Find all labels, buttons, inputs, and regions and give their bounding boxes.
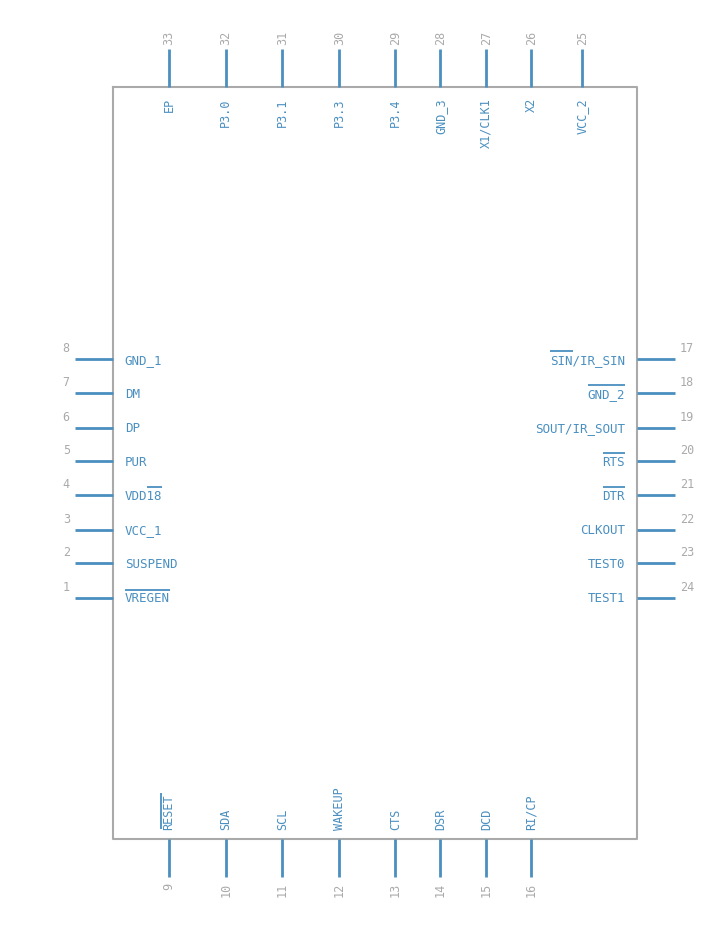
Text: 8: 8 [63, 342, 70, 355]
Text: 12: 12 [333, 882, 346, 896]
Text: CLKOUT: CLKOUT [580, 524, 625, 537]
Text: 21: 21 [680, 478, 695, 491]
Text: 6: 6 [63, 411, 70, 424]
Text: GND_3: GND_3 [434, 98, 447, 133]
Text: 29: 29 [389, 31, 402, 45]
Text: 4: 4 [63, 478, 70, 491]
Text: 17: 17 [680, 342, 695, 355]
Text: 32: 32 [219, 31, 232, 45]
Text: VDD18: VDD18 [124, 489, 162, 502]
Text: GND_2: GND_2 [587, 387, 625, 400]
Text: VREGEN: VREGEN [124, 591, 170, 604]
Text: SOUT/IR_SOUT: SOUT/IR_SOUT [535, 422, 625, 435]
Text: 16: 16 [525, 882, 538, 896]
Text: 20: 20 [680, 444, 695, 457]
Text: 22: 22 [680, 513, 695, 526]
Text: PUR: PUR [124, 455, 147, 468]
Text: SDA: SDA [219, 807, 232, 829]
Text: 5: 5 [63, 444, 70, 457]
Text: RESET: RESET [162, 794, 175, 829]
Text: EP: EP [162, 98, 175, 112]
Text: 14: 14 [434, 882, 447, 896]
Text: SUSPEND: SUSPEND [124, 557, 178, 570]
Text: P3.3: P3.3 [333, 98, 346, 126]
Text: P3.4: P3.4 [389, 98, 402, 126]
Text: 1: 1 [63, 580, 70, 593]
Text: DSR: DSR [434, 807, 447, 829]
Text: 24: 24 [680, 580, 695, 593]
Text: VCC_1: VCC_1 [124, 524, 162, 537]
Text: 23: 23 [680, 546, 695, 559]
Text: VCC_2: VCC_2 [576, 98, 589, 133]
Text: 13: 13 [389, 882, 402, 896]
Text: RTS: RTS [603, 455, 625, 468]
Text: DM: DM [124, 387, 140, 400]
Text: SCL: SCL [276, 807, 289, 829]
Text: 9: 9 [162, 882, 175, 889]
Text: X1/CLK1: X1/CLK1 [480, 98, 493, 148]
Text: WAKEUP: WAKEUP [333, 786, 346, 829]
Text: TEST1: TEST1 [587, 591, 625, 604]
Text: 10: 10 [219, 882, 232, 896]
Text: TEST0: TEST0 [587, 557, 625, 570]
Text: 33: 33 [162, 31, 175, 45]
Text: RI/CP: RI/CP [525, 794, 538, 829]
Text: 7: 7 [63, 376, 70, 389]
Text: DCD: DCD [480, 807, 493, 829]
Text: GND_1: GND_1 [124, 353, 162, 366]
Text: 28: 28 [434, 31, 447, 45]
Text: 26: 26 [525, 31, 538, 45]
Text: 15: 15 [480, 882, 493, 896]
Text: 19: 19 [680, 411, 695, 424]
Text: 18: 18 [680, 376, 695, 389]
Text: 25: 25 [576, 31, 589, 45]
Text: DP: DP [124, 422, 140, 435]
Text: 31: 31 [276, 31, 289, 45]
Text: 30: 30 [333, 31, 346, 45]
Text: 3: 3 [63, 513, 70, 526]
Text: P3.0: P3.0 [219, 98, 232, 126]
Text: 11: 11 [276, 882, 289, 896]
Text: DTR: DTR [603, 489, 625, 502]
Text: SIN/IR_SIN: SIN/IR_SIN [550, 353, 625, 366]
Text: 27: 27 [480, 31, 493, 45]
Text: X2: X2 [525, 98, 538, 112]
Text: P3.1: P3.1 [276, 98, 289, 126]
Text: CTS: CTS [389, 807, 402, 829]
Text: 2: 2 [63, 546, 70, 559]
